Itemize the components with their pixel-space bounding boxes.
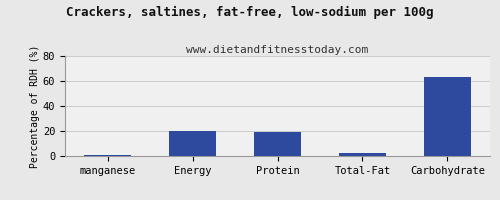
Y-axis label: Percentage of RDH (%): Percentage of RDH (%) <box>30 44 40 168</box>
Text: Crackers, saltines, fat-free, low-sodium per 100g: Crackers, saltines, fat-free, low-sodium… <box>66 6 434 19</box>
Bar <box>169 131 216 156</box>
Bar <box>254 132 301 156</box>
Bar <box>424 77 470 156</box>
Title: www.dietandfitnesstoday.com: www.dietandfitnesstoday.com <box>186 45 368 55</box>
Bar <box>84 155 131 156</box>
Bar <box>339 153 386 156</box>
